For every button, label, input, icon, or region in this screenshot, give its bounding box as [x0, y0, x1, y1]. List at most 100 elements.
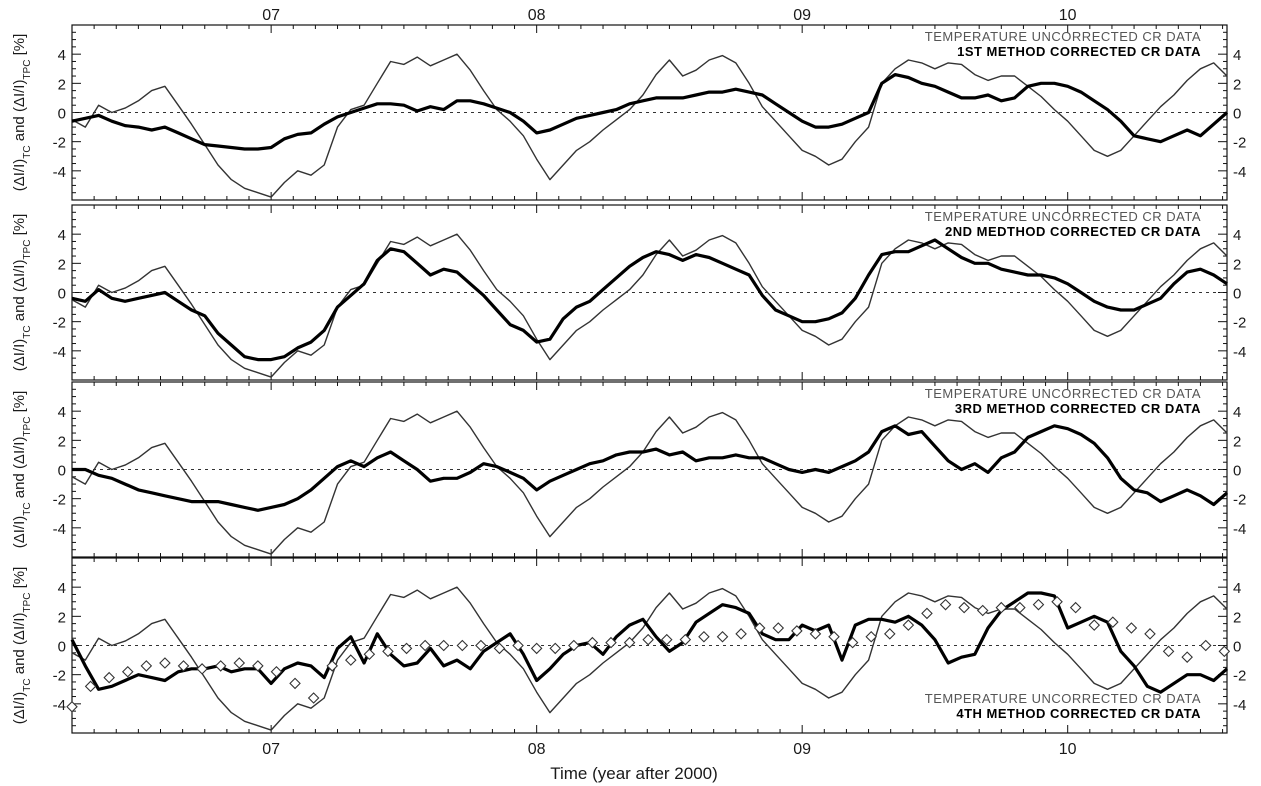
legend-uncorrected-label: TEMPERATURE UNCORRECTED CR DATA: [925, 691, 1201, 706]
diamond-marker: [623, 636, 636, 649]
diamond-marker: [828, 630, 840, 643]
diamond-marker: [735, 628, 747, 640]
diamond-marker: [456, 639, 469, 652]
y-tick-label-right: -4: [1233, 344, 1246, 361]
y-tick-label-right: -2: [1233, 315, 1246, 332]
y-axis-label: (ΔI/I)TC and (ΔI/I)TPC [%]: [11, 567, 33, 725]
diamond-marker: [660, 633, 673, 646]
diamond-marker: [679, 633, 692, 646]
y-tick-label-left: 4: [58, 580, 66, 597]
corrected-series-line: [71, 73, 1229, 151]
diamond-marker: [1125, 622, 1138, 634]
diamond-marker: [400, 642, 413, 655]
y-axis-label: (ΔI/I)TC and (ΔI/I)TPC [%]: [11, 214, 33, 372]
y-tick-label-right: 2: [1233, 433, 1241, 450]
diamond-marker: [791, 625, 803, 637]
y-tick-label-left: 0: [58, 463, 66, 480]
diamond-marker: [530, 642, 543, 655]
x-axis-label: Time (year after 2000): [550, 764, 718, 783]
legend-corrected-label: 3RD METHOD CORRECTED CR DATA: [955, 401, 1201, 416]
y-tick-label-left: -2: [53, 315, 66, 332]
diamond-marker: [1107, 616, 1119, 628]
y-tick-label-right: -4: [1233, 697, 1246, 714]
diamond-marker: [995, 601, 1008, 614]
diamond-marker: [121, 665, 134, 678]
x-tick-label-top: 07: [262, 7, 280, 24]
diamond-marker: [921, 607, 933, 620]
diamond-marker: [512, 639, 524, 652]
diamond-marker: [976, 604, 989, 617]
diamond-marker: [1218, 645, 1231, 658]
y-tick-label-right: -4: [1233, 164, 1246, 181]
y-tick-label-right: -4: [1233, 521, 1246, 538]
diamond-marker: [958, 601, 970, 614]
diamond-marker: [419, 639, 431, 652]
diamond-marker: [772, 622, 785, 634]
y-tick-label-left: 0: [58, 639, 66, 656]
diamond-marker: [846, 636, 859, 649]
diamond-marker: [809, 628, 822, 640]
diamond-marker: [865, 630, 877, 643]
x-tick-label-top: 08: [528, 7, 546, 24]
y-tick-label-left: 2: [58, 76, 66, 93]
diamond-marker: [214, 660, 227, 672]
diamond-marker: [549, 642, 562, 655]
chart-panels: -4 -4 -2 -2 0 0 2 2 4 4 TEMPERATURE UNCORRECTED CR…: [11, 24, 1246, 734]
diamond-marker: [1069, 601, 1082, 614]
y-tick-label-right: 4: [1233, 404, 1241, 421]
y-tick-label-right: -2: [1233, 492, 1246, 509]
diamond-marker: [363, 648, 376, 661]
diamond-marker: [233, 657, 246, 669]
y-tick-label-left: 0: [58, 286, 66, 303]
bottom-x-tick-labels: 07 08 09 10: [262, 741, 1076, 758]
x-tick-label-bottom: 09: [793, 741, 811, 758]
diamond-marker: [270, 665, 283, 678]
diamond-marker: [66, 700, 78, 713]
diamond-marker: [605, 636, 617, 649]
y-tick-label-right: 4: [1233, 580, 1241, 597]
y-tick-label-left: 4: [58, 404, 66, 421]
diamond-marker: [1014, 601, 1026, 614]
x-tick-label-top: 10: [1059, 7, 1077, 24]
diamond-marker: [84, 680, 97, 693]
diamond-marker: [1181, 651, 1193, 663]
panel-2: -4 -4 -2 -2 0 0 2 2 4 4 TEMPERATURE UNCORRECTED CR…: [11, 204, 1246, 381]
y-tick-label-right: 0: [1233, 639, 1241, 656]
diamond-marker: [103, 671, 115, 684]
y-tick-label-left: -4: [53, 344, 66, 361]
diamond-marker: [884, 628, 896, 640]
y-tick-label-left: -4: [53, 521, 66, 538]
y-tick-label-right: 0: [1233, 106, 1241, 123]
uncorrected-series-line: [71, 410, 1228, 555]
diamond-marker: [753, 622, 766, 634]
diamond-marker: [437, 639, 450, 652]
y-tick-label-left: 2: [58, 433, 66, 450]
diamond-marker: [1199, 639, 1212, 652]
diamond-marker: [568, 639, 580, 652]
diamond-marker: [196, 663, 208, 675]
diamond-marker: [1088, 619, 1101, 631]
uncorrected-series-line: [71, 233, 1228, 378]
diamond-marker: [586, 636, 599, 649]
panel-3: -4 -4 -2 -2 0 0 2 2 4 4 TEMPERATURE UNCORRECTED CR…: [11, 381, 1246, 558]
legend-uncorrected-label: TEMPERATURE UNCORRECTED CR DATA: [925, 386, 1201, 401]
diamond-marker: [289, 677, 301, 690]
diamond-marker: [140, 660, 153, 672]
diamond-marker: [382, 645, 394, 658]
diamond-marker: [252, 660, 264, 672]
diamond-marker: [1032, 598, 1045, 611]
y-tick-label-right: 4: [1233, 227, 1241, 244]
diamond-marker: [642, 633, 654, 646]
x-tick-label-bottom: 07: [262, 741, 280, 758]
uncorrected-series-line: [71, 53, 1228, 198]
y-tick-label-left: 2: [58, 609, 66, 626]
y-tick-label-left: 4: [58, 47, 66, 64]
top-x-tick-labels: 07 08 09 10: [262, 7, 1076, 24]
y-tick-label-right: -2: [1233, 668, 1246, 685]
x-tick-label-top: 09: [793, 7, 811, 24]
legend-corrected-label: 2ND MEDTHOD CORRECTED CR DATA: [945, 224, 1201, 239]
x-tick-label-bottom: 10: [1059, 741, 1077, 758]
y-tick-label-left: -4: [53, 164, 66, 181]
legend-uncorrected-label: TEMPERATURE UNCORRECTED CR DATA: [925, 29, 1201, 44]
